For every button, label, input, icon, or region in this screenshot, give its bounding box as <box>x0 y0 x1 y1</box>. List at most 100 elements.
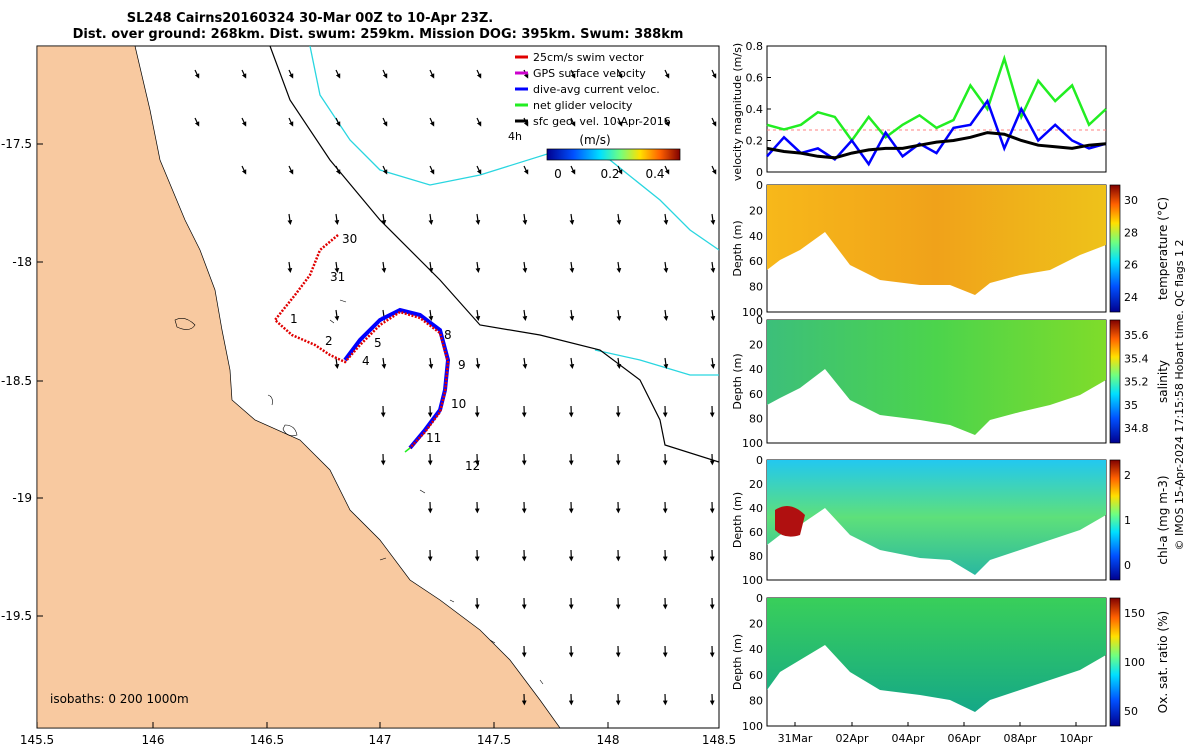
depth-tick-label: 80 <box>749 281 763 294</box>
footer-credit: © IMOS 15-Apr-2024 17:15:58 Hobart time.… <box>1173 240 1186 551</box>
geo-arrow <box>522 261 528 274</box>
geo-arrow <box>429 69 435 79</box>
geo-arrow <box>194 117 200 127</box>
map-x-tick-label: 145.5 <box>20 733 54 747</box>
heatmap-colorbar <box>1109 319 1121 444</box>
glider-track <box>273 234 451 453</box>
depth-tick-label: 0 <box>756 314 763 327</box>
geo-arrow <box>569 309 575 322</box>
geo-arrow <box>617 165 623 175</box>
geo-arrow <box>475 309 481 322</box>
depth-tick-label: 100 <box>742 574 763 587</box>
geo-arrow <box>335 165 341 175</box>
legend-entry: GPS surface velocity <box>533 67 646 80</box>
depth-axis-label: Depth (m) <box>731 353 744 409</box>
geo-arrow <box>334 309 340 322</box>
depth-tick-label: 0 <box>756 179 763 192</box>
velocity-colorbar-ticks: 0 0.2 0.4 <box>554 167 664 181</box>
velocity-y-tick-label: 0.6 <box>746 72 764 85</box>
colorbar-tick-label: 150 <box>1124 607 1145 620</box>
salinity-panel <box>766 319 1107 444</box>
day-label: 10 <box>451 397 466 411</box>
velocity-line <box>766 131 1107 160</box>
geo-arrow <box>334 213 340 226</box>
geo-arrow <box>288 117 294 127</box>
depth-tick-label: 60 <box>749 388 763 401</box>
geo-arrow <box>711 69 717 79</box>
geo-arrow <box>287 261 293 274</box>
map-y-tick-label: -18 <box>12 255 32 269</box>
heatmap-axes: 0 20 40 60 80 100 Depth (m) 0 20 40 60 80 100 Depth (… <box>731 179 763 733</box>
geo-arrow <box>617 69 623 79</box>
geo-arrow <box>616 309 622 322</box>
colorbar-tick-label: 50 <box>1124 705 1138 718</box>
shelf-reefs <box>174 299 544 685</box>
time-tick-label: 06Apr <box>947 732 981 745</box>
depth-tick-label: 40 <box>749 643 763 656</box>
depth-tick-label: 80 <box>749 694 763 707</box>
geo-arrow <box>335 117 341 127</box>
geo-arrow <box>381 357 387 370</box>
map-x-tick-label: 148 <box>597 733 620 747</box>
map-legend: 25cm/s swim vector GPS surface velocity di… <box>515 51 671 128</box>
geo-arrow <box>711 165 717 175</box>
map-y-tick-label: -19 <box>12 491 32 505</box>
map-x-ticks: 145.5 146 146.5 147 147.5 148 148.5 <box>20 722 736 747</box>
time-tick-label: 02Apr <box>835 732 869 745</box>
geo-arrow <box>334 261 340 274</box>
colorbar-tick-label: 0.2 <box>600 167 619 181</box>
geo-arrow <box>428 309 434 322</box>
colorbar-tick-label: 35.6 <box>1124 329 1149 342</box>
geo-arrow <box>523 165 529 175</box>
geo-arrow <box>616 213 622 226</box>
map-x-tick-label: 147.5 <box>477 733 511 747</box>
depth-axis-label: Depth (m) <box>731 220 744 276</box>
legend-entry: 25cm/s swim vector <box>533 51 644 64</box>
geo-arrow <box>663 309 669 322</box>
day-label: 4 <box>362 354 370 368</box>
geo-arrow <box>476 117 482 127</box>
geo-arrow <box>476 69 482 79</box>
depth-tick-label: 40 <box>749 230 763 243</box>
colorbar-tick-label: 0 <box>1124 559 1131 572</box>
map-y-tick-label: -19.5 <box>1 609 32 623</box>
colorbar-tick-label: 28 <box>1124 226 1138 239</box>
velocity-colorbar <box>546 148 681 161</box>
geo-arrow <box>522 357 528 370</box>
day-label: 9 <box>458 358 466 372</box>
geo-arrow <box>664 69 670 79</box>
depth-tick-label: 100 <box>742 437 763 450</box>
geo-arrow <box>288 165 294 175</box>
geo-arrow <box>287 213 293 226</box>
colorbar-tick-label: 100 <box>1124 656 1145 669</box>
isobath-note: isobaths: 0 200 1000m <box>50 692 189 706</box>
map-x-tick-label: 147 <box>369 733 392 747</box>
geo-arrow <box>288 69 294 79</box>
colorbar-axis-label: Ox. sat. ratio (%) <box>1156 611 1170 713</box>
geo-arrow <box>616 357 622 370</box>
velocity-line <box>766 98 1107 167</box>
heatmap-colorbar <box>1109 459 1121 581</box>
depth-tick-label: 80 <box>749 412 763 425</box>
depth-tick-label: 60 <box>749 255 763 268</box>
title-line-1: SL248 Cairns20160324 30-Mar 00Z to 10-Ap… <box>127 11 493 26</box>
geo-arrow <box>663 213 669 226</box>
geo-arrow <box>241 69 247 79</box>
time-x-ticks: 31Mar 02Apr 04Apr 06Apr 08Apr 10Apr <box>778 722 1093 745</box>
day-label: 2 <box>325 334 333 348</box>
colorbar-label: (m/s) <box>579 133 610 147</box>
geo-arrow <box>241 117 247 127</box>
geo-arrow <box>381 261 387 274</box>
day-label: 12 <box>465 459 480 473</box>
map-x-tick-label: 146.5 <box>250 733 284 747</box>
geo-arrow <box>382 69 388 79</box>
geo-arrow <box>710 357 716 370</box>
colorbar-tick-label: 35.4 <box>1124 352 1149 365</box>
geo-arrow <box>710 261 716 274</box>
depth-tick-label: 0 <box>756 454 763 467</box>
colorbar-tick-label: 34.8 <box>1124 422 1149 435</box>
map-y-tick-label: -18.5 <box>1 374 32 388</box>
colorbar-tick-label: 1 <box>1124 514 1131 527</box>
geo-arrow <box>194 69 200 79</box>
